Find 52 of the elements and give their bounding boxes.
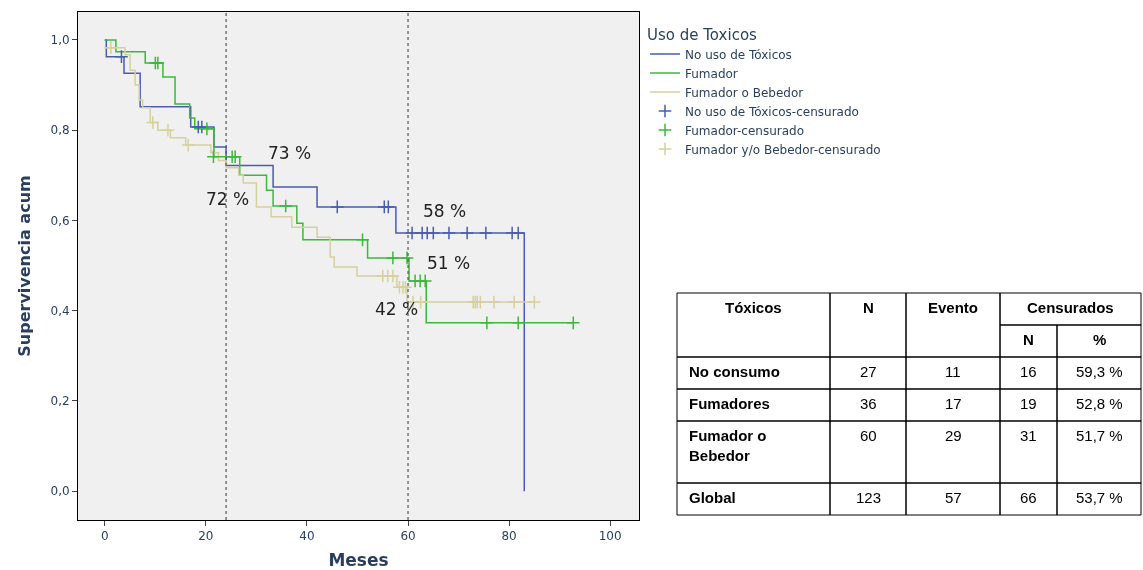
text: 16 bbox=[1020, 363, 1037, 380]
y-axis-title: Supervivencia acum bbox=[15, 175, 35, 357]
annotation: 73 % bbox=[268, 143, 312, 163]
text: 19 bbox=[1020, 395, 1037, 412]
text: 51,7 % bbox=[1076, 427, 1123, 444]
text: 59,3 % bbox=[1076, 363, 1123, 380]
text: 36 bbox=[860, 395, 877, 412]
text: N bbox=[863, 299, 874, 316]
text: 57 bbox=[945, 489, 962, 506]
text: 11 bbox=[945, 363, 961, 380]
y-tick-label: 0,0 bbox=[50, 484, 70, 499]
annotation: 58 % bbox=[423, 201, 467, 221]
y-tick-label: 1,0 bbox=[50, 33, 70, 48]
legend-label: No uso de Tóxicos bbox=[685, 47, 792, 62]
text: 17 bbox=[945, 395, 962, 412]
text: 123 bbox=[856, 489, 882, 506]
legend-label: Fumador o Bebedor bbox=[685, 85, 804, 100]
y-tick-label: 0,6 bbox=[50, 213, 70, 228]
text: N bbox=[1023, 331, 1034, 348]
text: % bbox=[1093, 331, 1107, 348]
x-tick-label: 40 bbox=[299, 529, 315, 544]
annotation: 42 % bbox=[375, 299, 419, 319]
text: Tóxicos bbox=[725, 299, 782, 316]
annotation: 51 % bbox=[427, 253, 471, 273]
text: 29 bbox=[945, 427, 962, 444]
text: 27 bbox=[860, 363, 877, 380]
x-tick-label: 0 bbox=[100, 529, 109, 544]
text: Fumadores bbox=[689, 395, 770, 412]
legend-title: Uso de Toxicos bbox=[647, 25, 758, 44]
x-tick-label: 80 bbox=[501, 529, 517, 544]
text: Global bbox=[689, 489, 736, 506]
text: Evento bbox=[928, 299, 979, 316]
x-tick-label: 20 bbox=[198, 529, 214, 544]
text: 53,7 % bbox=[1076, 489, 1123, 506]
text: Fumador o Bebedor bbox=[689, 427, 767, 464]
text: 52,8 % bbox=[1076, 395, 1123, 412]
text: No consumo bbox=[689, 363, 780, 380]
text: 60 bbox=[860, 427, 877, 444]
legend-label: Fumador-censurado bbox=[685, 123, 805, 138]
legend-label: Fumador y/o Bebedor-censurado bbox=[685, 142, 881, 157]
annotation: 72 % bbox=[206, 189, 250, 209]
text: 66 bbox=[1020, 489, 1037, 506]
legend-label: No uso de Tóxicos-censurado bbox=[685, 104, 859, 119]
y-tick-label: 0,4 bbox=[50, 303, 70, 318]
y-tick-label: 0,2 bbox=[50, 394, 70, 409]
text: Censurados bbox=[1027, 299, 1114, 316]
x-axis-title: Meses bbox=[328, 550, 389, 570]
legend-label: Fumador bbox=[685, 66, 738, 81]
x-tick-label: 100 bbox=[598, 529, 622, 544]
y-tick-label: 0,8 bbox=[50, 123, 70, 138]
x-tick-label: 60 bbox=[400, 529, 416, 544]
text: 31 bbox=[1020, 427, 1037, 444]
